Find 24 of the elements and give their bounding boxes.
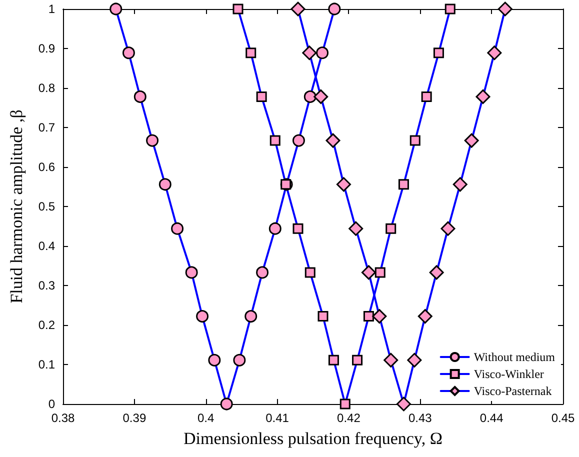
y-tick-label: 0.7: [38, 120, 56, 134]
x-tick-label: 0.44: [480, 411, 504, 425]
x-tick-label: 0.38: [51, 411, 75, 425]
y-axis-title: Fluid harmonic amplitude ,β: [7, 110, 26, 304]
x-tick-label: 0.43: [408, 411, 432, 425]
legend-label: Visco-Winkler: [474, 367, 544, 381]
y-tick-label: 0.2: [38, 318, 56, 332]
y-tick-label: 0.5: [38, 200, 56, 214]
legend-label: Without medium: [474, 350, 556, 364]
y-tick-label: 0: [48, 397, 56, 411]
x-tick-label: 0.45: [551, 411, 575, 425]
legend-label: Visco-Pasternak: [474, 384, 552, 398]
x-axis-title: Dimensionless pulsation frequency, Ω: [184, 429, 442, 448]
x-tick-label: 0.4: [198, 411, 215, 425]
x-tick-label: 0.41: [266, 411, 290, 425]
y-tick-label: 0.6: [38, 160, 56, 174]
y-tick-label: 0.8: [38, 81, 56, 95]
y-tick-label: 0.1: [38, 358, 56, 372]
y-tick-label: 0.3: [38, 278, 56, 292]
y-tick-label: 1: [48, 2, 56, 16]
y-tick-label: 0.9: [38, 42, 56, 56]
x-tick-label: 0.39: [122, 411, 146, 425]
x-tick-label: 0.42: [337, 411, 361, 425]
y-tick-label: 0.4: [38, 239, 56, 253]
